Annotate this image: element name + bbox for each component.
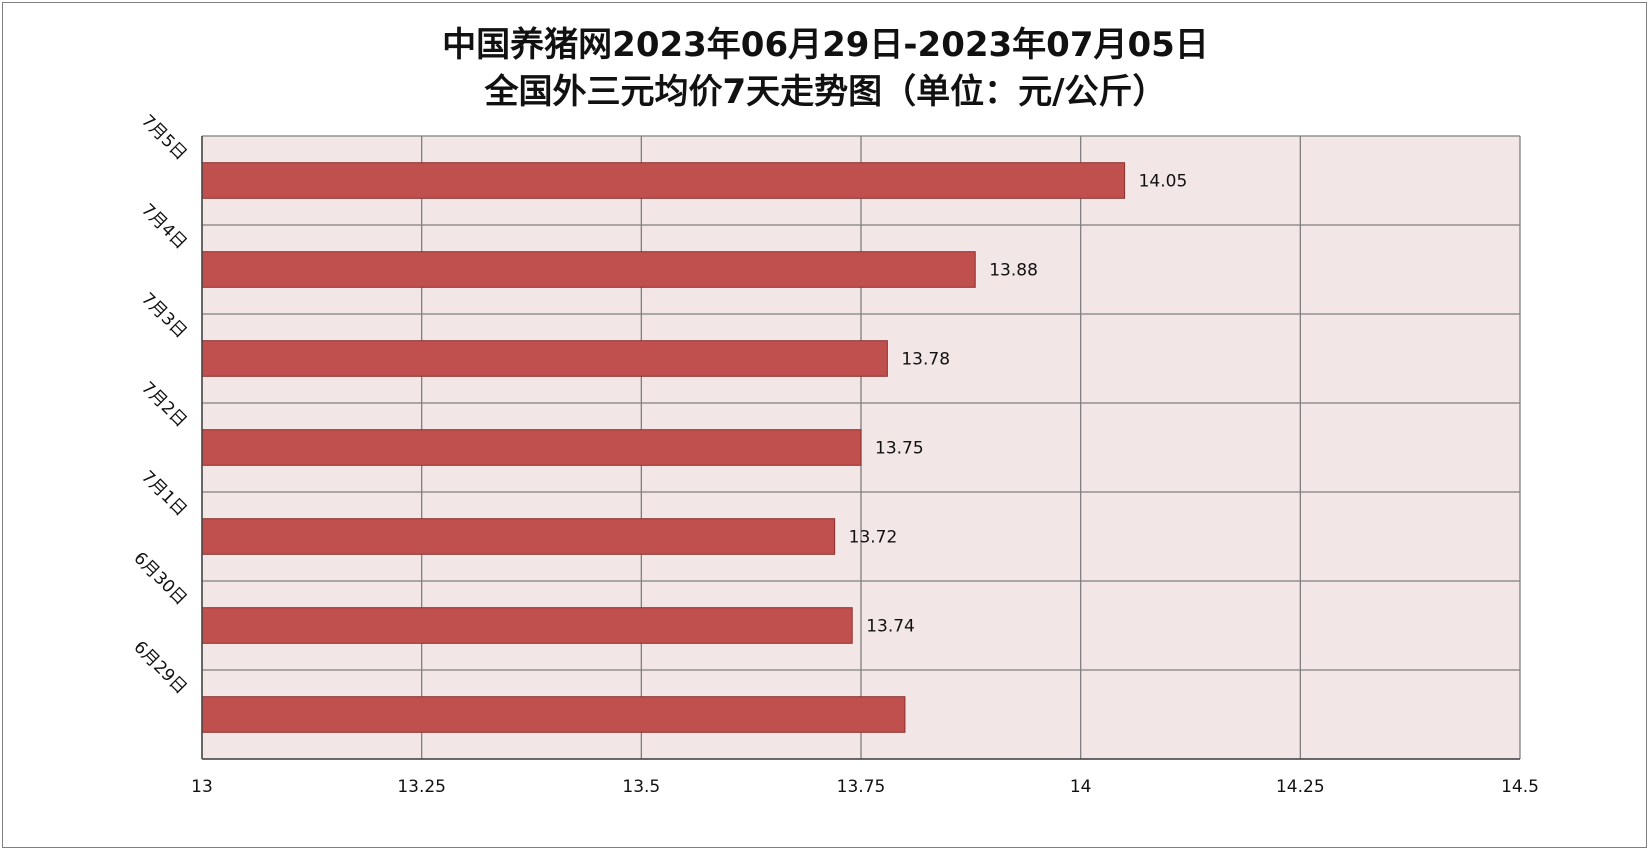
bar [201,429,862,466]
x-tick-label: 14 [1070,777,1092,797]
x-tick-label: 13.75 [837,777,886,797]
x-tick-label: 13 [191,777,213,797]
chart-title-line-1: 中国养猪网2023年06月29日-2023年07月05日 [442,25,1209,65]
y-tick-label: 7月1日 [137,467,190,520]
data-label: 13.78 [901,350,950,370]
y-tick-label: 6月29日 [129,637,190,698]
data-label: 14.05 [1139,172,1188,192]
data-label: 13.75 [875,439,924,459]
y-tick-label: 7月2日 [137,378,190,431]
data-label: 13.72 [849,528,898,548]
bar [201,607,853,644]
y-tick-label: 7月3日 [137,289,190,342]
y-tick-label: 7月4日 [137,200,190,253]
bar [201,340,888,377]
bar [201,696,906,733]
data-label: 13.74 [866,617,915,637]
data-label: 13.88 [989,261,1038,281]
x-tick-label: 14.5 [1501,777,1539,797]
y-tick-label: 6月30日 [129,548,190,609]
bar [201,251,976,288]
bar [201,162,1126,199]
x-tick-label: 13.5 [622,777,660,797]
bar [201,518,836,555]
chart-title-line-2: 全国外三元均价7天走势图（单位：元/公斤） [484,72,1167,112]
y-tick-label: 7月5日 [137,111,190,164]
x-tick-label: 13.25 [397,777,446,797]
x-tick-label: 14.25 [1276,777,1325,797]
